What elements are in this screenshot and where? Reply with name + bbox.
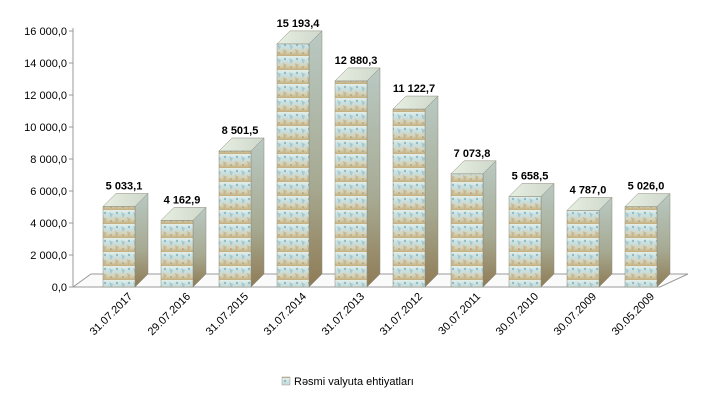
bar-front: [450, 173, 484, 288]
bar-top: [276, 30, 323, 45]
bar-top: [508, 183, 555, 197]
bar-front: [508, 196, 542, 288]
bar-front: [160, 220, 194, 288]
bar: [566, 196, 613, 288]
bar: [160, 206, 207, 288]
bar-front: [392, 108, 426, 288]
legend-label: Rəsmi valyuta ehtiyatları: [294, 376, 414, 388]
bar: [218, 137, 265, 288]
bar-top: [624, 193, 671, 207]
bar: [334, 67, 381, 288]
bar-front: [276, 43, 310, 288]
bar-top: [450, 160, 497, 175]
x-tick-label: 31.07.2012: [378, 291, 425, 338]
y-tick-label: 2 000,0: [30, 250, 67, 262]
data-label: 5 026,0: [628, 181, 665, 193]
bar-top: [102, 193, 149, 207]
bar: [450, 160, 497, 288]
x-tick-label: 30.05.2009: [610, 291, 657, 338]
legend-swatch: [281, 376, 291, 386]
bar-side: [656, 192, 671, 288]
bar-top: [334, 67, 381, 82]
bar-side: [540, 182, 555, 288]
y-tick-label: 4 000,0: [30, 218, 67, 230]
x-tick-label: 30.07.2011: [436, 291, 483, 338]
y-tick-label: 6 000,0: [30, 186, 67, 198]
data-label: 5 658,5: [512, 170, 549, 182]
bar-front: [624, 206, 658, 288]
bar-front: [334, 80, 368, 288]
bar-side: [250, 137, 265, 288]
bar-top: [392, 95, 439, 110]
y-tick-label: 10 000,0: [24, 122, 67, 134]
x-tick-label: 31.07.2013: [320, 291, 367, 338]
bar-side: [366, 67, 381, 288]
bar-front: [218, 150, 252, 288]
bar-top: [160, 207, 207, 221]
x-tick-label: 30.07.2010: [494, 291, 541, 338]
x-tick-label: 29.07.2016: [146, 291, 193, 338]
bar-side: [424, 95, 439, 288]
data-label: 4 787,0: [570, 184, 607, 196]
bar: [508, 182, 555, 288]
legend: Rəsmi valyuta ehtiyatları: [281, 376, 414, 388]
data-label: 7 073,8: [454, 148, 491, 160]
bar: [624, 192, 671, 288]
bar-side: [192, 206, 207, 288]
x-tick-label: 31.07.2014: [262, 291, 309, 338]
bar: [276, 30, 323, 288]
bar-side: [134, 192, 149, 288]
bar-top: [218, 137, 265, 152]
bar-top: [566, 197, 613, 211]
bar-side: [598, 196, 613, 288]
y-tick-label: 16 000,0: [24, 26, 67, 38]
bar: [102, 192, 149, 288]
bar-side: [308, 30, 323, 288]
data-label: 12 880,3: [335, 55, 378, 67]
y-tick-label: 12 000,0: [24, 90, 67, 102]
bar-front: [566, 210, 600, 288]
y-tick-label: 0,0: [52, 282, 67, 294]
y-tick-label: 8 000,0: [30, 154, 67, 166]
x-tick-label: 31.07.2015: [204, 291, 251, 338]
data-label: 8 501,5: [222, 125, 259, 137]
y-tick-label: 14 000,0: [24, 58, 67, 70]
data-label: 5 033,1: [106, 180, 143, 192]
x-tick-label: 31.07.2017: [88, 291, 135, 338]
bar-front: [102, 206, 136, 288]
data-label: 15 193,4: [277, 18, 321, 30]
data-label: 4 162,9: [164, 194, 201, 206]
bar: [392, 95, 439, 288]
x-tick-label: 30.07.2009: [552, 291, 599, 338]
bar-side: [482, 160, 497, 288]
data-label: 11 122,7: [393, 83, 435, 95]
